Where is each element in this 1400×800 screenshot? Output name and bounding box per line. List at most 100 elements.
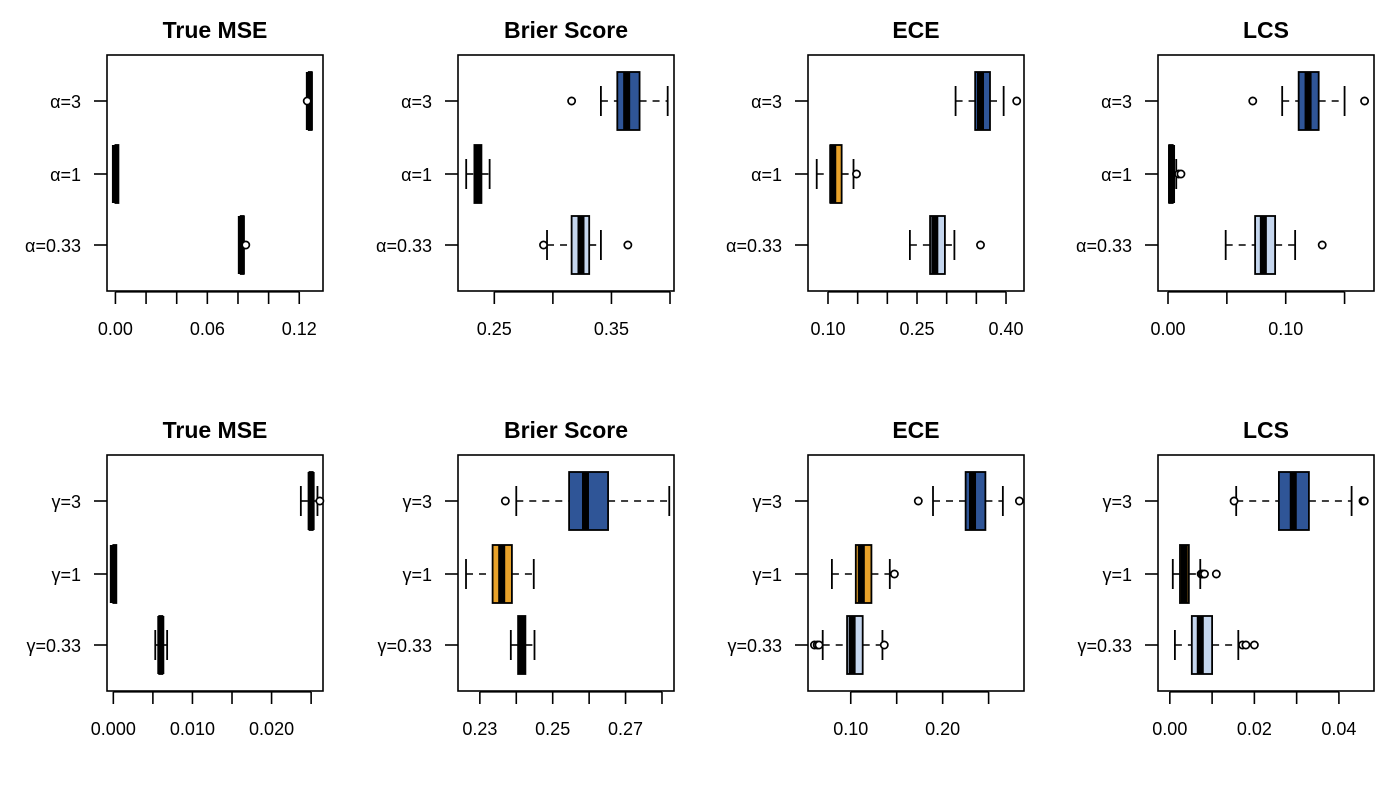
x-tick-label: 0.27 <box>608 719 643 739</box>
category-label: α=0.33 <box>25 236 81 256</box>
box-0 <box>954 71 1022 131</box>
x-tick-label: 0.02 <box>1237 719 1272 739</box>
category-label: γ=1 <box>51 565 81 585</box>
outlier-point <box>1229 496 1239 506</box>
x-tick-label: 0.35 <box>594 319 629 339</box>
box-0 <box>299 471 325 531</box>
box-0 <box>1248 71 1370 131</box>
plot-frame <box>807 54 1025 292</box>
outlier-point <box>567 96 577 106</box>
outlier-point <box>623 240 633 250</box>
panel-gamma-brier-score: Brier Score 0.23 0.25 0.27 γ=3 γ=1 γ=0.33 <box>377 417 675 739</box>
panel-title: ECE <box>892 417 939 443</box>
panel-gamma-true-mse: True MSE 0.000 0.010 0.020 γ=3 γ=1 γ=0.33 <box>26 417 325 739</box>
category-label: γ=1 <box>1102 565 1132 585</box>
category-label: γ=1 <box>752 565 782 585</box>
x-tick-label: 0.00 <box>98 319 133 339</box>
box-0 <box>1229 471 1369 531</box>
x-tick-label: 0.00 <box>1150 319 1185 339</box>
outlier-point <box>315 496 325 506</box>
box-2 <box>908 215 985 275</box>
outlier-point <box>852 169 861 179</box>
x-tick-label: 0.23 <box>462 719 497 739</box>
category-label: γ=0.33 <box>1077 636 1132 656</box>
x-tick-label: 0.010 <box>170 719 215 739</box>
outlier-point <box>913 496 923 506</box>
panel-gamma-ece: ECE 0.10 0.20 γ=3 γ=1 γ=0.33 <box>727 417 1025 739</box>
outlier-point <box>1241 640 1251 650</box>
outlier-point <box>500 496 510 506</box>
category-label: α=3 <box>751 92 782 112</box>
x-tick-label: 0.25 <box>477 319 512 339</box>
category-label: α=1 <box>401 165 432 185</box>
box-2 <box>539 215 633 275</box>
box-1 <box>830 544 899 604</box>
panel-title: LCS <box>1243 17 1289 43</box>
outlier-point <box>814 640 824 650</box>
x-tick-label: 0.000 <box>91 719 136 739</box>
box-1 <box>815 144 861 204</box>
panel-gamma-lcs: LCS 0.00 0.02 0.04 γ=3 γ=1 γ=0.33 <box>1077 417 1375 739</box>
panel-title: True MSE <box>163 417 268 443</box>
x-tick-label: 0.25 <box>535 719 570 739</box>
panel-alpha-true-mse: True MSE 0.00 0.06 0.12 α=3 α=1 α=0.33 <box>25 17 324 339</box>
plot-frame <box>457 454 675 692</box>
panel-title: True MSE <box>163 17 268 43</box>
outlier-point <box>976 240 985 250</box>
box-2 <box>809 615 889 675</box>
box-1 <box>111 144 120 204</box>
outlier-point <box>539 240 548 250</box>
x-tick-label: 0.25 <box>899 319 934 339</box>
panel-title: Brier Score <box>504 17 628 43</box>
plot-frame <box>106 54 324 292</box>
outlier-point <box>1359 496 1369 506</box>
plot-frame <box>1157 454 1375 692</box>
panel-alpha-brier-score: Brier Score 0.25 0.35 α=3 α=1 α=0.33 <box>376 17 675 339</box>
panel-alpha-ece: ECE 0.10 0.25 0.40 α=3 α=1 α=0.33 <box>726 17 1025 339</box>
category-label: γ=0.33 <box>727 636 782 656</box>
outlier-point <box>1012 96 1022 106</box>
box-2 <box>154 615 169 675</box>
outlier-point <box>1211 569 1221 579</box>
outlier-point <box>879 640 889 650</box>
box-1 <box>109 544 118 604</box>
category-label: α=3 <box>1101 92 1132 112</box>
plot-frame <box>1157 54 1375 292</box>
box-2 <box>1224 215 1327 275</box>
x-tick-label: 0.00 <box>1152 719 1187 739</box>
category-label: α=3 <box>401 92 432 112</box>
box-2 <box>237 215 251 275</box>
category-label: γ=3 <box>51 492 81 512</box>
box-2 <box>1174 615 1259 675</box>
outlier-point <box>302 96 312 106</box>
outlier-point <box>241 240 251 250</box>
outlier-point <box>1248 96 1258 106</box>
x-tick-label: 0.40 <box>988 319 1023 339</box>
x-tick-label: 0.04 <box>1321 719 1356 739</box>
x-tick-label: 0.12 <box>282 319 317 339</box>
category-label: α=1 <box>50 165 81 185</box>
x-tick-label: 0.10 <box>1268 319 1303 339</box>
panel-title: Brier Score <box>504 417 628 443</box>
category-label: γ=3 <box>402 492 432 512</box>
x-tick-label: 0.20 <box>925 719 960 739</box>
box-2 <box>509 615 536 675</box>
box-0 <box>500 471 671 531</box>
panel-title: ECE <box>892 17 939 43</box>
box-0 <box>567 71 669 131</box>
category-label: α=0.33 <box>376 236 432 256</box>
outlier-point <box>889 569 899 579</box>
plot-frame <box>457 54 675 292</box>
plot-frame <box>807 454 1025 692</box>
box-1 <box>1168 144 1186 204</box>
box-0 <box>302 71 313 131</box>
outlier-point <box>1317 240 1327 250</box>
category-label: α=1 <box>751 165 782 185</box>
category-label: α=1 <box>1101 165 1132 185</box>
panel-alpha-lcs: LCS 0.00 0.10 α=3 α=1 α=0.33 <box>1076 17 1375 339</box>
box-1 <box>1171 544 1221 604</box>
category-label: α=0.33 <box>1076 236 1132 256</box>
category-label: γ=3 <box>1102 492 1132 512</box>
box-1 <box>465 144 491 204</box>
